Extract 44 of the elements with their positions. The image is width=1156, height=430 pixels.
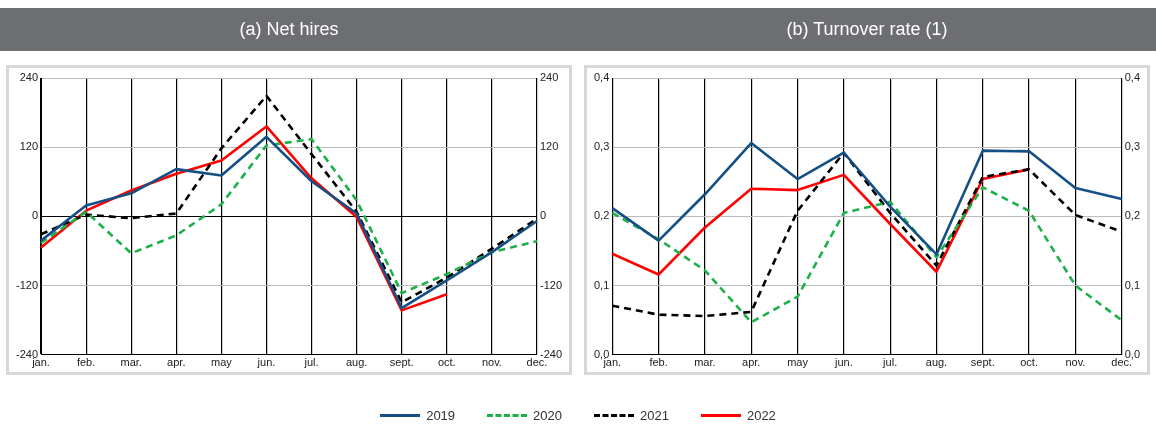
y-tick-label: 0,2 [593,209,610,222]
x-tick-label: sept. [970,356,995,369]
x-tick-label: oct. [1020,356,1038,369]
line-series [610,186,1124,324]
x-tick-label: jun. [833,356,853,369]
x-tick-label: jul. [303,356,319,369]
x-tick-label: mar. [120,356,142,369]
x-tick-label: mar. [694,356,716,369]
x-tick-label: jun. [256,356,276,369]
x-tick-label: sept. [389,356,414,369]
y-tick-label: 0,3 [593,140,610,153]
x-tick-label: oct. [437,356,456,369]
y2-tick-label: 0 [539,209,547,222]
y-tick-label: 0,4 [593,71,610,84]
y2-tick-label: 120 [539,140,559,153]
y-tick-label: 120 [19,140,39,153]
x-tick-label: jul. [882,356,898,369]
y-tick-label: -120 [15,278,39,291]
y-tick-label: 240 [19,71,39,84]
x-tick-label: apr. [167,356,186,369]
legend-label: 2021 [640,408,669,423]
legend-label: 2019 [426,408,456,423]
y2-tick-label: 0,1 [1124,278,1141,291]
y2-tick-label: 0,4 [1124,71,1141,84]
x-tick-label: may [787,356,809,369]
x-tick-label: feb. [76,356,96,369]
y2-tick-label: -120 [539,278,563,291]
x-tick-label: nov. [1065,356,1086,369]
x-tick-label: aug. [925,356,948,369]
chart-title: (b) Turnover rate (1) [578,8,1156,51]
y-tick-label: 0 [31,209,39,222]
y-tick-label: 0,1 [593,278,610,291]
x-tick-label: nov. [481,356,502,369]
y-tick-label: 0,0 [593,347,610,360]
y2-tick-label: 0,3 [1124,140,1141,153]
x-tick-label: may [210,356,233,369]
legend-label: 2022 [746,408,776,423]
x-tick-label: feb. [649,356,668,369]
x-tick-label: apr. [742,356,761,369]
y2-tick-label: 240 [539,71,559,84]
chart-title: (a) Net hires [0,8,578,51]
legend-label: 2020 [533,408,562,423]
x-tick-label: aug. [345,356,368,369]
y2-tick-label: 0,2 [1124,209,1141,222]
